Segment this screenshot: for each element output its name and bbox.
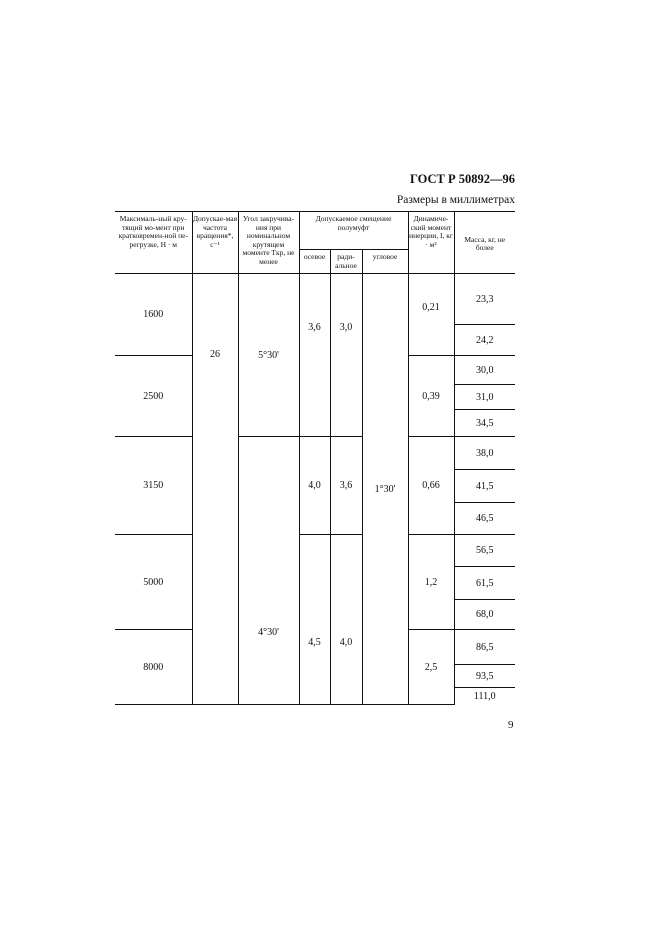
col-twist-angle: Угол закручива-ния при номинальном крутя… <box>237 211 300 274</box>
specs-table: Максималь-ный кру-тящий мо-мент при крат… <box>115 211 515 705</box>
inertia-cell: 1,2 <box>407 534 455 630</box>
torque-cell: 5000 <box>115 534 193 630</box>
mass-cell: 23,3 <box>453 273 515 325</box>
page-number: 9 <box>508 719 514 731</box>
mass-cell: 31,0 <box>454 384 515 410</box>
torque-cell: 1600 <box>115 273 193 356</box>
col-max-torque: Максималь-ный кру-тящий мо-мент при крат… <box>115 211 193 274</box>
mass-cell: 86,5 <box>453 629 515 665</box>
axial-cell: 3,6 <box>298 273 331 437</box>
inertia-cell: 0,66 <box>407 436 455 535</box>
radial-cell: 3,0 <box>329 273 363 437</box>
twist-cell: 4°30' <box>237 436 300 705</box>
torque-cell: 8000 <box>115 629 193 705</box>
axial-cell: 4,0 <box>298 436 331 535</box>
mass-cell: 38,0 <box>453 436 515 470</box>
speed-cell: 26 <box>191 273 239 705</box>
units-note: Размеры в миллиметрах <box>396 194 515 206</box>
torque-cell: 2500 <box>115 355 193 437</box>
mass-cell: 34,5 <box>454 409 515 437</box>
col-offset-group: Допускаемое смещение полумуфт <box>298 211 409 250</box>
axial-cell: 4,5 <box>298 534 331 705</box>
mass-cell: 46,5 <box>454 502 515 535</box>
col-axial: осевое <box>299 249 331 274</box>
inertia-cell: 0,39 <box>407 355 455 437</box>
angular-cell: 1°30' <box>361 273 409 705</box>
inertia-cell: 2,5 <box>407 629 455 705</box>
inertia-cell: 0,21 <box>407 273 455 356</box>
col-speed: Допускае-мая частота вращения*, с⁻¹ <box>191 211 239 274</box>
mass-cell: 93,5 <box>454 664 515 688</box>
col-inertia: Динамиче-ский момент инерции, I, кг · м² <box>407 211 455 274</box>
mass-cell: 41,5 <box>454 469 515 503</box>
document-code: ГОСТ Р 50892—96 <box>409 172 515 186</box>
mass-cell: 24,2 <box>454 324 515 356</box>
radial-cell: 3,6 <box>329 436 363 535</box>
radial-cell: 4,0 <box>329 534 363 705</box>
twist-cell: 5°30' <box>237 273 300 437</box>
mass-cell: 68,0 <box>454 599 515 630</box>
mass-cell: 61,5 <box>454 566 515 600</box>
torque-cell: 3150 <box>115 436 193 535</box>
mass-cell: 111,0 <box>454 687 515 705</box>
col-angular: угловое <box>361 249 408 274</box>
mass-cell: 30,0 <box>453 355 515 385</box>
col-mass: Масса, кг, не более <box>453 211 515 274</box>
col-radial: ради-альное <box>329 249 363 274</box>
mass-cell: 56,5 <box>453 534 515 567</box>
